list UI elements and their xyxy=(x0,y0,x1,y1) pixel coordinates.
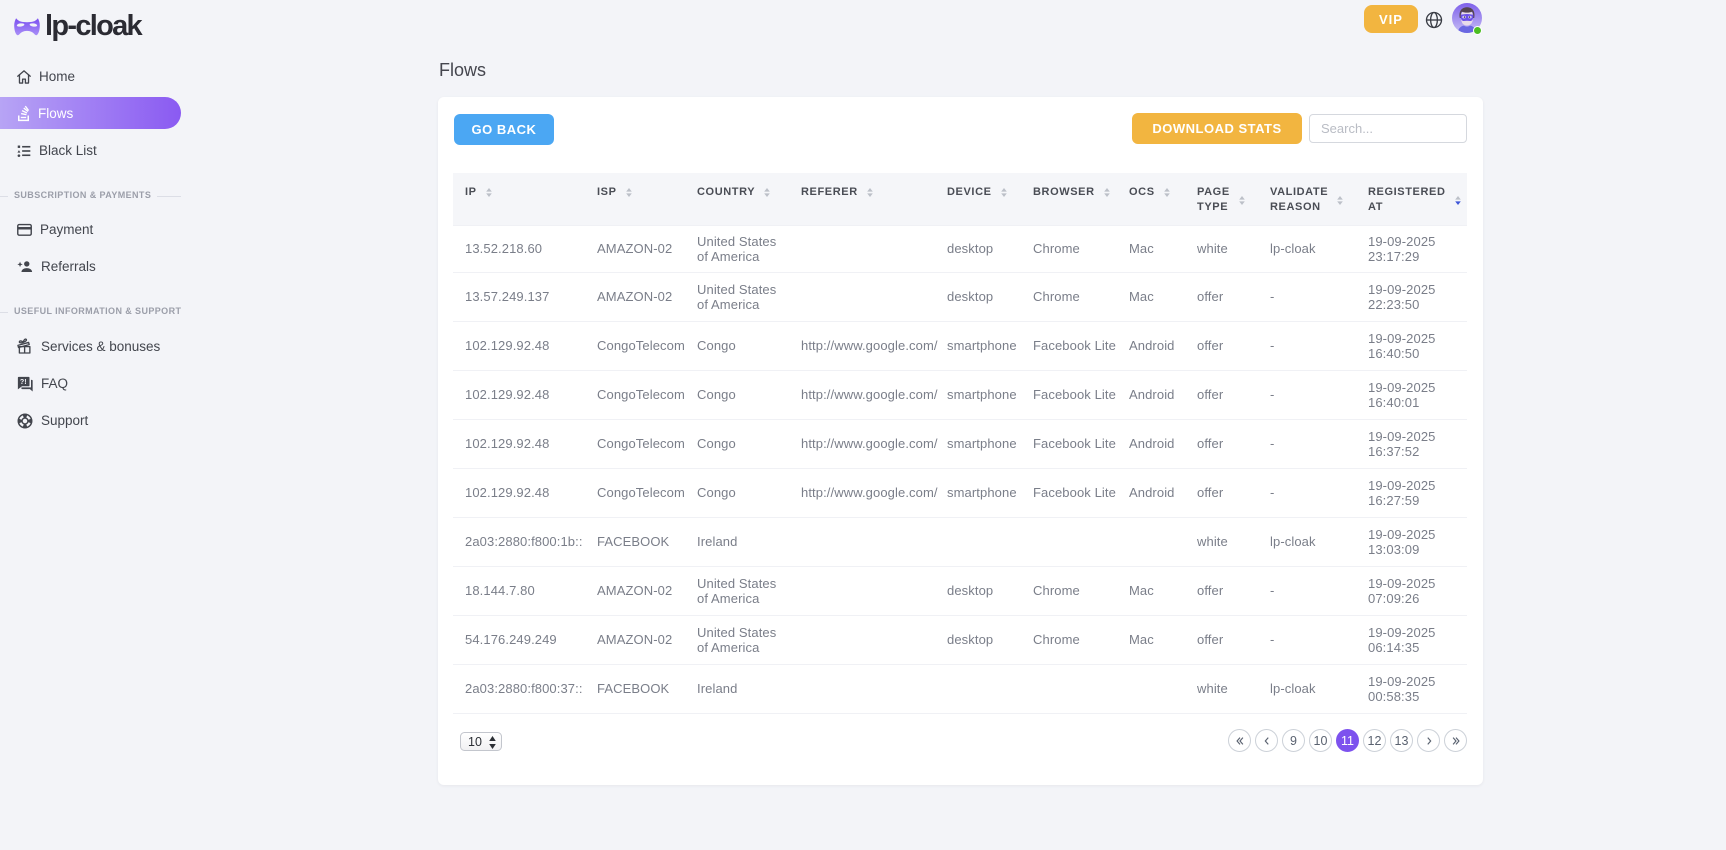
svg-text:?!: ?! xyxy=(20,377,27,385)
